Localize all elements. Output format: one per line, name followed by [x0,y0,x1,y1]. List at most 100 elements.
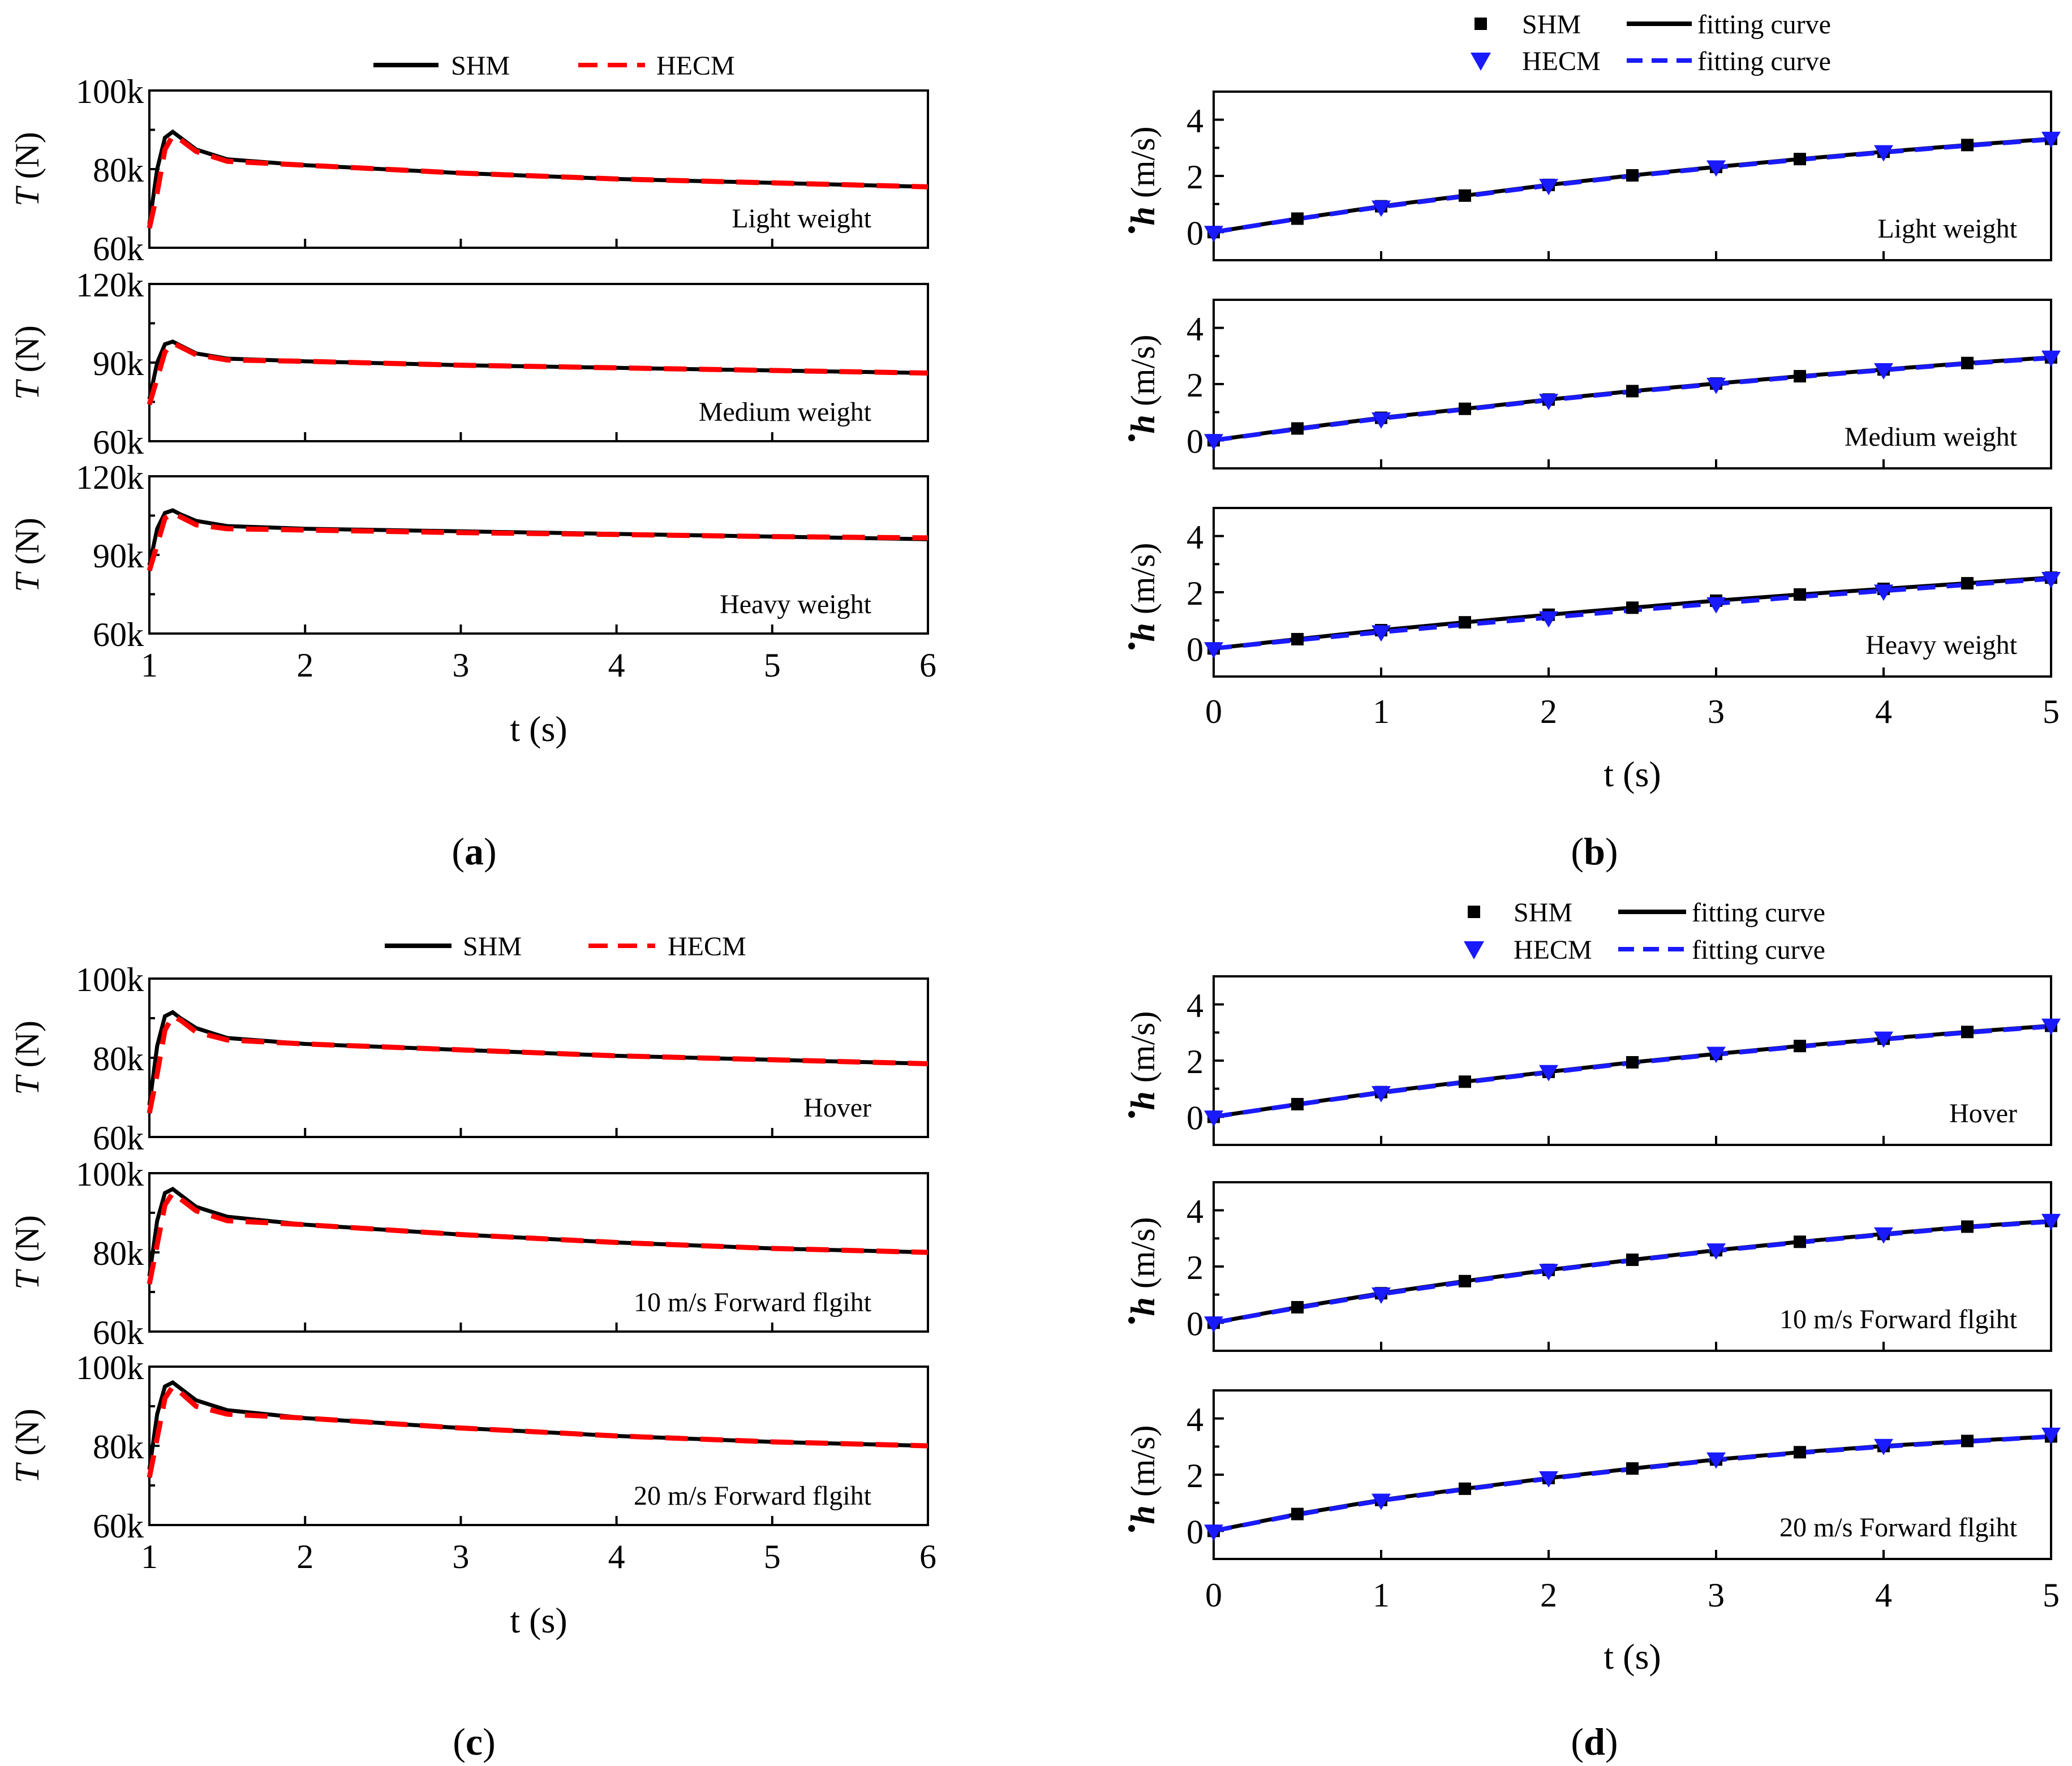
x-tick-label: 3 [452,1538,469,1575]
y-tick-label: 2 [1187,1457,1203,1494]
y-axis-label: h (m/s) [1124,1217,1162,1316]
y-tick-label: 4 [1187,519,1203,556]
derivative-dot [1128,643,1135,649]
subplot-annotation: Heavy weight [1865,630,2018,660]
hecm-marker [2041,131,2061,148]
hecm-marker [2041,1427,2061,1444]
legend-hecm-marker [1464,941,1484,959]
x-tick-label: 4 [1875,1577,1892,1614]
shm-marker [1626,385,1639,398]
hecm-line [147,132,928,229]
legend-hecm-marker [1471,53,1491,71]
y-tick-label: 2 [1187,575,1203,612]
subplot-annotation: Light weight [732,204,871,234]
x-tick-label: 2 [296,647,313,684]
x-tick-label: 1 [141,1538,158,1575]
x-tick-label: 5 [764,647,781,684]
subplot-annotation: Hover [803,1093,871,1123]
y-tick-label: 80k [93,1235,144,1272]
shm-marker [1794,153,1806,166]
x-tick-label: 0 [1205,1577,1222,1614]
y-tick-label: 60k [93,616,144,653]
hecm-marker [1372,1493,1391,1510]
hecm-marker [1539,179,1558,196]
hecm-marker [1706,1243,1726,1260]
hecm-marker [1539,611,1558,628]
shm-marker [1794,370,1806,383]
shm-marker [1626,1254,1639,1267]
subplot-annotation: 10 m/s Forward flgiht [1779,1304,2018,1334]
legend-shm-label: SHM [451,51,510,81]
subplot-annotation: Light weight [1877,214,2017,244]
y-tick-label: 60k [93,424,144,461]
y-axis-label: T (N) [8,1020,46,1095]
hecm-marker [2041,1018,2061,1035]
y-tick-label: 80k [93,1040,144,1078]
shm-marker [1291,632,1304,645]
hecm-line [147,510,928,572]
derivative-dot [1128,226,1135,233]
y-axis-label: T (N) [8,518,46,592]
y-tick-label: 0 [1187,1305,1203,1342]
legend-hecm-label: HECM [1522,46,1601,76]
shm-marker [1961,356,1974,369]
x-tick-label: 3 [1708,693,1725,730]
shm-marker [1961,139,1974,152]
shm-marker [1459,402,1471,415]
subplot-annotation: Medium weight [1845,422,2018,452]
shm-marker [1961,1220,1974,1233]
shm-marker [1459,189,1471,202]
y-tick-label: 80k [93,152,144,189]
shm-marker [1961,577,1974,590]
x-tick-label: 4 [608,647,625,684]
y-tick-label: 0 [1187,631,1203,668]
y-axis-label: T (N) [8,132,46,206]
x-tick-label: 5 [2043,693,2060,730]
x-axis-label: t (s) [510,709,567,749]
y-axis-label: h (m/s) [1124,1425,1162,1524]
y-tick-label: 0 [1187,1099,1203,1136]
y-axis-label: h (m/s) [1124,334,1162,433]
x-tick-label: 2 [296,1538,313,1575]
hecm-marker [1372,625,1391,642]
shm-marker [1291,1097,1304,1110]
panel-caption: (a) [452,830,496,873]
x-axis-label: t (s) [510,1600,567,1640]
shm-marker [1291,1507,1304,1521]
y-tick-label: 4 [1187,311,1203,348]
legends: SHM HECM SHM fitting curve HECM fitting curve… [373,10,1831,965]
y-tick-label: 120k [76,266,144,304]
x-tick-label: 0 [1205,693,1222,730]
hecm-marker [1204,434,1223,451]
hecm-marker [1874,145,1893,162]
y-tick-label: 0 [1187,214,1203,252]
y-axis-label: T (N) [8,1409,46,1483]
shm-marker [1459,616,1471,629]
shm-marker [1459,1274,1471,1287]
derivative-dot [1128,1525,1135,1532]
y-tick-label: 2 [1187,1043,1203,1080]
y-tick-label: 100k [76,1349,144,1386]
panel-caption: (d) [1571,1720,1618,1763]
hecm-marker [1874,584,1893,601]
y-tick-label: 4 [1187,1193,1203,1230]
shm-marker [1459,1075,1471,1088]
shm-marker [1291,422,1304,435]
shm-marker [1626,1462,1639,1475]
y-tick-label: 60k [93,1314,144,1351]
hecm-marker [2041,1213,2061,1230]
x-tick-label: 6 [919,647,936,684]
x-axis-label: t (s) [1604,754,1661,794]
x-tick-label: 5 [764,1538,781,1575]
x-tick-label: 1 [1373,1577,1390,1614]
subplot-annotation: Heavy weight [720,589,872,619]
y-tick-label: 100k [76,1156,144,1193]
y-tick-label: 0 [1187,423,1203,460]
shm-marker [1626,169,1639,182]
hecm-line [147,339,928,406]
shm-marker [1291,1301,1304,1314]
shm-marker [1626,601,1639,614]
y-tick-label: 100k [76,73,144,110]
y-axis-label: h (m/s) [1124,126,1162,225]
